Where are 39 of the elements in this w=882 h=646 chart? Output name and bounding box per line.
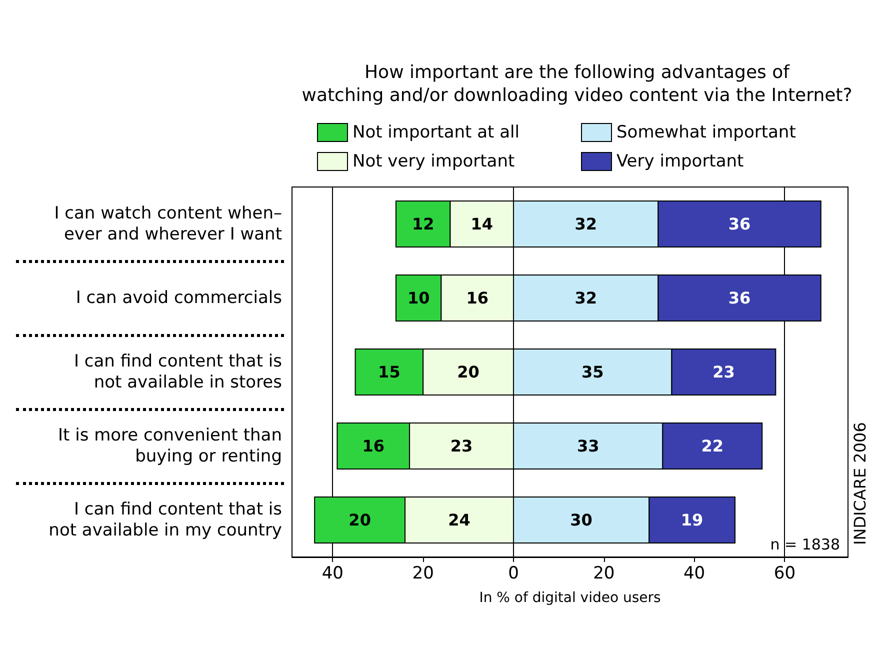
data-label: 15 (378, 362, 400, 382)
x-axis-title: In % of digital video users (479, 590, 661, 606)
data-label: 30 (570, 510, 592, 530)
data-label: 35 (581, 362, 604, 382)
data-label: 16 (466, 288, 488, 308)
y-tick-label: It is more convenient than buying or renting (58, 426, 282, 466)
annotation: n = 1838 (770, 536, 840, 554)
legend-label: Not very important (352, 152, 515, 172)
data-label: 12 (412, 214, 434, 234)
x-tick-label: 60 (774, 564, 796, 584)
y-tick-label: I can avoid commercials (76, 288, 282, 308)
y-tick-label: I can find content that is not available in stores (74, 352, 282, 392)
data-label: 24 (448, 510, 470, 530)
text: INDICARE 2006 (850, 422, 870, 545)
legend-label: Somewhat important (616, 122, 796, 142)
legend-label: Very important (616, 152, 744, 172)
data-label: 23 (712, 362, 735, 382)
data-label: 20 (348, 510, 371, 530)
x-tick-label: 20 (593, 564, 615, 584)
data-label: 20 (457, 362, 480, 382)
data-label: 23 (450, 436, 473, 456)
x-tick-label: 40 (683, 564, 706, 584)
data-label: 19 (680, 510, 704, 530)
chart-title: How important are the following advantages of watching and/or downloading video content via the Internet? (302, 62, 852, 106)
data-label: 22 (701, 436, 724, 456)
data-label: 14 (470, 214, 493, 234)
x-tick-label: 20 (412, 564, 434, 584)
data-label: 32 (574, 288, 597, 308)
data-label: 16 (362, 436, 384, 456)
y-tick-label: I can watch content when– ever and wherever I want (54, 204, 282, 244)
data-label: 32 (574, 214, 597, 234)
x-tick-label: 0 (508, 564, 519, 584)
x-tick-label: 40 (322, 564, 344, 584)
data-label: 33 (576, 436, 600, 456)
data-label: 10 (407, 288, 430, 308)
legend-label: Not important at all (352, 122, 520, 142)
y-tick-label: I can find content that is not available in my country (48, 500, 282, 540)
data-label: 36 (728, 288, 751, 308)
data-label: 36 (728, 214, 751, 234)
